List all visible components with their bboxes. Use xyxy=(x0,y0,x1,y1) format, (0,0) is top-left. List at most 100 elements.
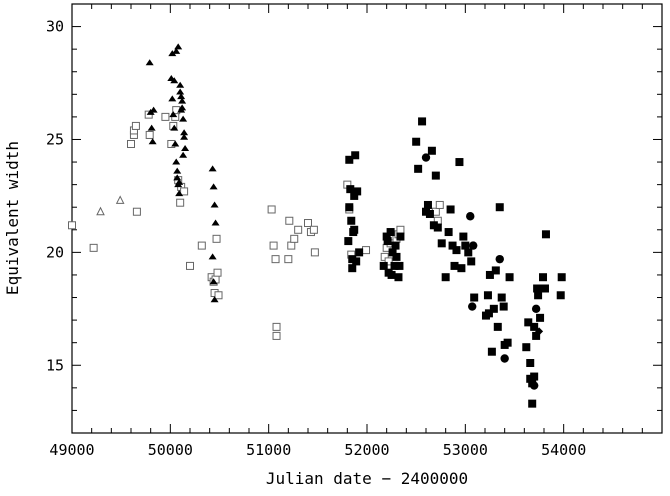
filled-triangle-point xyxy=(171,140,180,147)
filled-square-point xyxy=(350,225,359,234)
y-tick-label: 20 xyxy=(46,243,64,261)
filled-square-point xyxy=(391,241,400,250)
filled-square-point xyxy=(532,331,541,340)
filled-square-point xyxy=(355,248,364,257)
x-tick-label: 54000 xyxy=(541,441,586,459)
filled-triangle-point xyxy=(178,97,187,104)
filled-triangle-point xyxy=(209,278,218,285)
open-square-point xyxy=(384,257,393,266)
open-triangle-point xyxy=(96,206,105,216)
open-square-point xyxy=(212,234,221,243)
filled-square-point xyxy=(382,232,391,241)
filled-triangle-point xyxy=(176,81,185,88)
filled-square-point xyxy=(489,304,498,313)
filled-square-point xyxy=(497,293,506,302)
filled-square-point xyxy=(505,273,514,282)
filled-square-point xyxy=(390,261,399,270)
filled-square-point xyxy=(530,372,539,381)
filled-triangle-point xyxy=(209,183,218,190)
filled-square-point xyxy=(533,284,542,293)
x-axis-title: Julian date − 2400000 xyxy=(266,469,468,488)
open-square-point xyxy=(267,205,276,214)
filled-triangle-point xyxy=(145,59,154,66)
filled-square-point xyxy=(448,241,457,250)
x-tick-label: 51000 xyxy=(246,441,291,459)
filled-triangle-point xyxy=(148,138,157,145)
filled-square-point xyxy=(350,191,359,200)
filled-square-point xyxy=(396,232,405,241)
filled-square-point xyxy=(383,237,392,246)
filled-square-point xyxy=(450,261,459,270)
filled-square-point xyxy=(388,248,397,257)
filled-square-point xyxy=(467,257,476,266)
filled-triangle-point xyxy=(170,124,179,131)
filled-square-point xyxy=(379,261,388,270)
open-square-point xyxy=(68,221,76,230)
filled-triangle-point xyxy=(177,93,186,100)
filled-square-point xyxy=(461,241,470,250)
filled-square-point xyxy=(348,264,357,273)
open-square-point xyxy=(180,187,189,196)
filled-square-point xyxy=(431,171,440,180)
filled-square-point xyxy=(503,338,512,347)
filled-square-point xyxy=(351,151,360,160)
filled-triangle-point xyxy=(173,174,182,181)
open-square-point xyxy=(362,246,371,255)
open-square-point xyxy=(145,130,154,139)
x-tick-label: 52000 xyxy=(344,441,389,459)
filled-circle-point xyxy=(529,381,539,390)
y-tick-labels: 15 20 25 30 xyxy=(46,18,64,375)
filled-triangle-point xyxy=(177,106,186,113)
filled-square-point xyxy=(345,203,354,212)
open-square-point xyxy=(272,322,281,331)
filled-square-point xyxy=(493,322,502,331)
filled-triangle-point xyxy=(168,50,177,57)
y-tick-label: 25 xyxy=(46,130,64,148)
filled-square-point xyxy=(395,261,404,270)
filled-triangle-point xyxy=(169,111,178,118)
y-tick-label: 30 xyxy=(46,18,64,36)
open-square-point xyxy=(213,268,222,277)
filled-square-point xyxy=(457,264,466,273)
filled-square-point xyxy=(485,270,494,279)
open-square-point xyxy=(197,241,206,250)
filled-square-point xyxy=(487,347,496,356)
open-square-point xyxy=(310,248,319,257)
filled-square-point xyxy=(433,223,442,232)
filled-circle-point xyxy=(421,153,431,162)
open-triangle-point xyxy=(115,195,125,204)
filled-square-point xyxy=(427,146,436,155)
open-square-point xyxy=(176,198,185,207)
filled-square-point xyxy=(423,200,432,209)
x-tick-label: 49000 xyxy=(49,441,94,459)
filled-square-point xyxy=(446,205,455,214)
filled-square-point xyxy=(495,203,504,212)
filled-square-point xyxy=(344,237,353,246)
filled-square-point xyxy=(459,232,468,241)
filled-triangle-point xyxy=(175,178,184,185)
filled-square-point xyxy=(394,273,403,282)
open-square-point xyxy=(284,255,293,264)
filled-circle-point xyxy=(468,302,477,311)
y-axis-title: Equivalent width xyxy=(3,141,22,295)
open-square-point xyxy=(287,241,296,250)
filled-square-point xyxy=(352,257,361,266)
open-square-point xyxy=(131,121,140,130)
open-square-point xyxy=(132,207,141,216)
filled-square-point xyxy=(541,230,550,239)
filled-square-point xyxy=(347,216,356,225)
filled-triangle-point xyxy=(208,253,217,260)
filled-square-point xyxy=(346,185,355,194)
filled-triangle-point xyxy=(210,296,219,303)
filled-square-point xyxy=(522,343,531,352)
open-square-point xyxy=(304,219,312,228)
filled-triangle-point xyxy=(176,88,185,95)
filled-triangle-point xyxy=(180,129,189,136)
open-square-point xyxy=(294,225,303,234)
open-square-point xyxy=(127,139,135,148)
filled-triangle-point xyxy=(172,47,181,54)
filled-square-point xyxy=(345,155,354,164)
open-square-point xyxy=(161,112,170,121)
open-square-point xyxy=(272,331,281,340)
